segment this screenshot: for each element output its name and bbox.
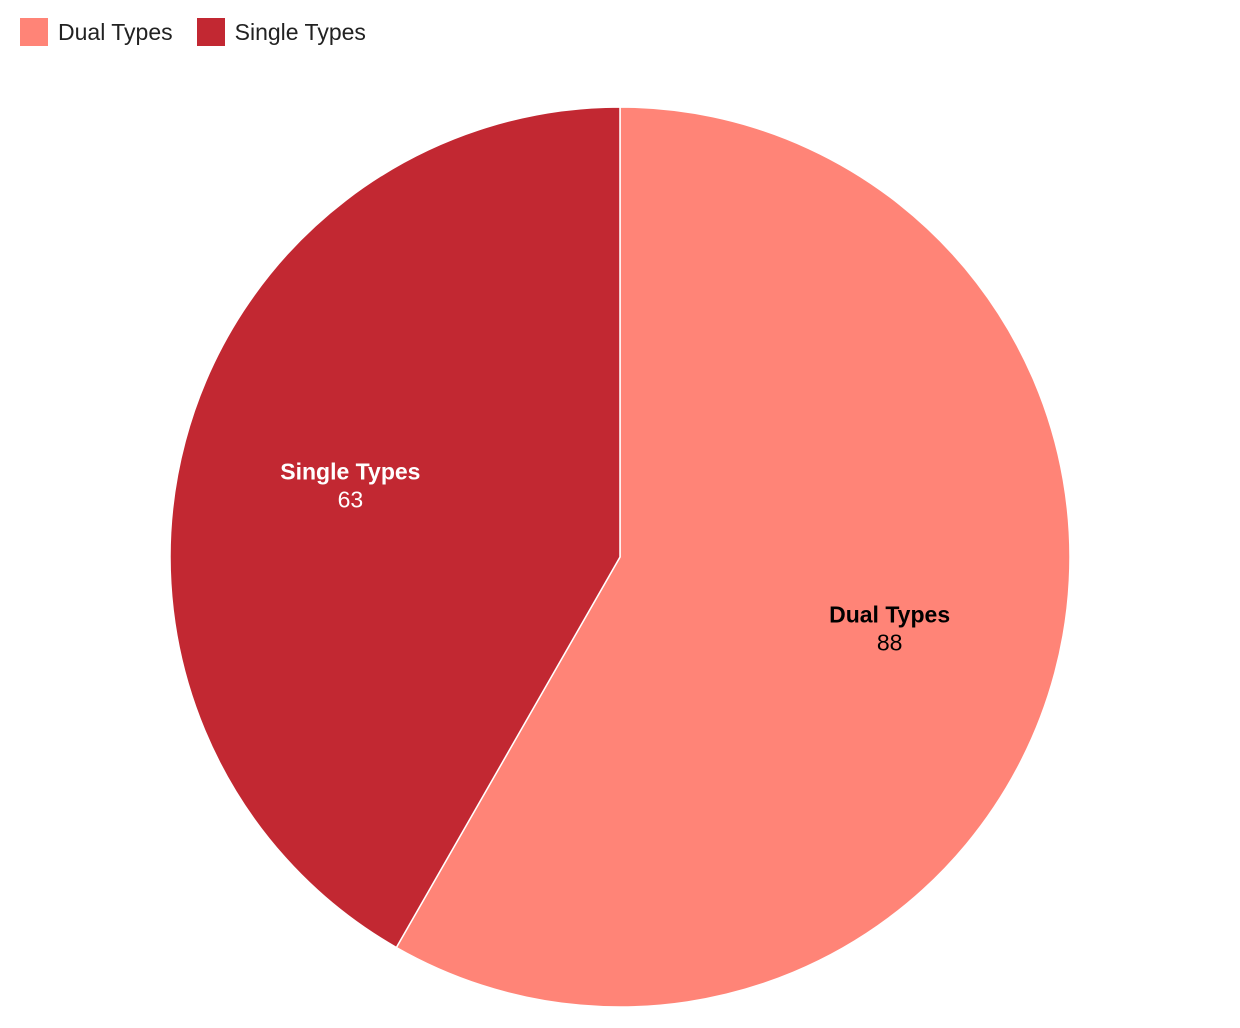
slice-label-single-types: Single Types: [280, 458, 420, 484]
legend-label-single-types: Single Types: [234, 18, 366, 45]
legend-swatch-dual-types: [20, 18, 48, 46]
legend-item-single-types[interactable]: Single Types: [196, 18, 366, 46]
slice-value-dual-types: 88: [877, 630, 903, 656]
slice-value-single-types: 63: [338, 486, 364, 512]
legend-swatch-single-types: [196, 18, 225, 46]
legend-label-dual-types: Dual Types: [58, 18, 173, 45]
legend-item-dual-types[interactable]: Dual Types: [20, 18, 173, 46]
chart-legend: Dual Types Single Types: [20, 18, 366, 46]
pie-slice-dual-types[interactable]: [395, 106, 1071, 1008]
slice-label-dual-types: Dual Types: [829, 602, 950, 628]
pie-slice-single-types[interactable]: [169, 106, 621, 949]
